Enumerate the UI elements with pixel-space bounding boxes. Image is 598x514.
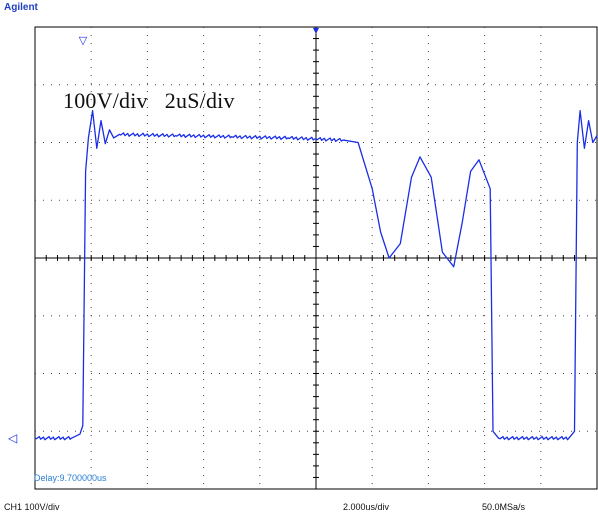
ground-marker-icon: ◁ — [7, 431, 17, 445]
trigger-marker-icon: ▽ — [79, 34, 88, 47]
scale-annotation: 100V/div 2uS/div — [63, 88, 235, 113]
sample-rate-label: 50.0MSa/s — [482, 502, 526, 512]
timebase-label: 2.000us/div — [343, 502, 390, 512]
trace-layer — [34, 110, 598, 441]
channel-scale-label: CH1 100V/div — [4, 502, 60, 512]
waveform-trace-0 — [34, 110, 598, 441]
brand-logo: Agilent — [4, 2, 38, 13]
marker-layer: ▽ ▼ ◁ — [7, 26, 320, 445]
trigger-position-icon: ▼ — [313, 26, 320, 35]
graticule — [34, 26, 598, 490]
delay-readout: Delay:9.700000us — [34, 473, 107, 483]
